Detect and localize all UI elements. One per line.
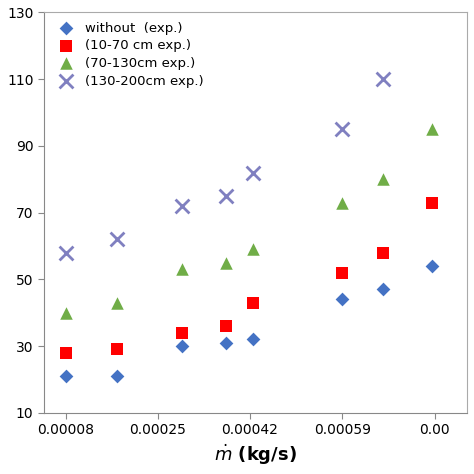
(130-200cm exp.) <box>222 192 229 200</box>
(10-70 cm exp.) <box>428 199 436 206</box>
(70-130cm exp.) <box>379 175 387 183</box>
(130-200cm exp.) <box>62 249 69 256</box>
(130-200cm exp.) <box>113 236 121 243</box>
(70-130cm exp.) <box>222 259 229 266</box>
(70-130cm exp.) <box>249 246 256 253</box>
(10-70 cm exp.) <box>379 249 387 256</box>
(70-130cm exp.) <box>113 299 121 307</box>
(130-200cm exp.) <box>379 75 387 83</box>
(10-70 cm exp.) <box>338 269 346 276</box>
(10-70 cm exp.) <box>249 299 256 307</box>
without  (exp.) <box>428 262 436 270</box>
without  (exp.) <box>113 372 121 380</box>
(10-70 cm exp.) <box>178 329 186 337</box>
(70-130cm exp.) <box>178 265 186 273</box>
(130-200cm exp.) <box>249 169 256 176</box>
without  (exp.) <box>222 339 229 346</box>
without  (exp.) <box>178 342 186 350</box>
(130-200cm exp.) <box>178 202 186 210</box>
(10-70 cm exp.) <box>113 346 121 353</box>
X-axis label: $\dot{m}$ (kg/s): $\dot{m}$ (kg/s) <box>214 443 297 467</box>
(70-130cm exp.) <box>338 199 346 206</box>
(10-70 cm exp.) <box>62 349 69 356</box>
without  (exp.) <box>249 336 256 343</box>
(70-130cm exp.) <box>62 309 69 317</box>
without  (exp.) <box>338 296 346 303</box>
without  (exp.) <box>62 372 69 380</box>
Legend: without  (exp.), (10-70 cm exp.), (70-130cm exp.), (130-200cm exp.): without (exp.), (10-70 cm exp.), (70-130… <box>50 19 206 90</box>
(130-200cm exp.) <box>338 126 346 133</box>
without  (exp.) <box>379 285 387 293</box>
(70-130cm exp.) <box>428 126 436 133</box>
(10-70 cm exp.) <box>222 322 229 330</box>
